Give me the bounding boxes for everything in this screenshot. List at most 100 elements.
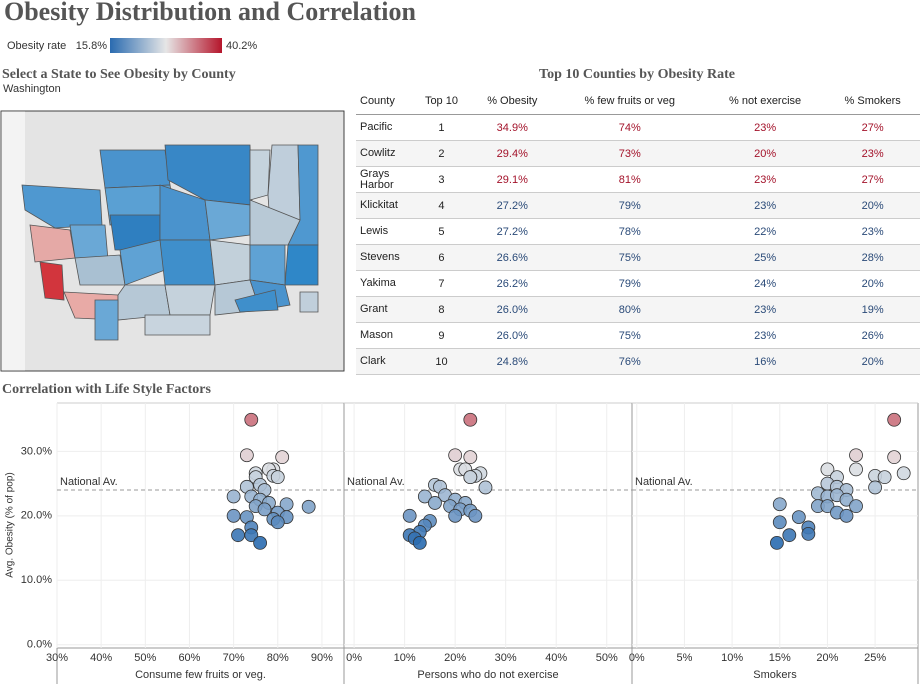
x-tick-label: 70% (223, 652, 245, 664)
county[interactable] (117, 284, 171, 321)
table-cell: Lewis (356, 218, 413, 245)
scatter-point (463, 450, 478, 465)
county[interactable] (69, 224, 109, 261)
y-tick-label: 20.0% (21, 510, 52, 522)
county[interactable] (159, 239, 216, 286)
table-cell: Mason (356, 322, 413, 349)
x-tick-label: 20% (816, 652, 838, 664)
table-cell: 23% (704, 114, 826, 141)
scatter-point (782, 528, 797, 543)
legend-title: Obesity rate (7, 40, 66, 52)
county[interactable] (94, 299, 119, 341)
scatter-point (849, 499, 863, 514)
top10-table: County Top 10% Obesity% few fruits or veg… (356, 88, 920, 375)
table-title: Top 10 Counties by Obesity Rate (539, 67, 735, 82)
scatter-point (270, 470, 285, 485)
scatter-point (226, 489, 241, 504)
county[interactable] (29, 224, 76, 263)
table-cell: 80% (554, 296, 705, 323)
scatter-point (244, 412, 259, 427)
scatter-point (270, 515, 285, 530)
column-header: Top 10 (413, 88, 470, 115)
table-header: County Top 10% Obesity% few fruits or veg… (356, 88, 920, 115)
table-cell: 76% (554, 348, 705, 375)
table-cell: 75% (554, 244, 705, 271)
scatter-point (468, 508, 483, 523)
x-tick-label: 15% (769, 652, 791, 664)
scatter-point (896, 466, 911, 481)
county[interactable] (164, 284, 216, 316)
scatter-point (463, 412, 478, 427)
scatter-point (478, 480, 493, 495)
x-axis-title: Smokers (753, 669, 797, 681)
scatter-point (402, 508, 417, 523)
column-header: % not exercise (704, 88, 826, 115)
table-row: Yakima 7 26.2% 79% 24% 20% (356, 270, 920, 297)
column-header: % Obesity (469, 88, 555, 115)
table-cell: 22% (704, 218, 826, 245)
scatter-point (448, 508, 463, 523)
reference-label: National Av. (60, 476, 118, 488)
x-tick-label: 60% (178, 652, 200, 664)
table-cell: 28% (825, 244, 920, 271)
scatter-point (868, 480, 882, 495)
table-cell: 29.4% (469, 140, 555, 167)
table-cell: 74% (554, 114, 705, 141)
county[interactable] (249, 244, 286, 286)
county[interactable] (144, 314, 211, 336)
x-tick-label: 10% (394, 652, 416, 664)
scatter-point (428, 496, 442, 510)
scatter-point (257, 502, 272, 517)
scatter-point (839, 508, 854, 523)
scatter-point (253, 536, 268, 550)
table-cell: 23% (825, 140, 920, 167)
table-cell: 27.2% (469, 218, 555, 245)
table-cell: 23% (704, 192, 826, 219)
county[interactable] (39, 261, 65, 301)
county[interactable] (249, 149, 271, 201)
table-cell: 75% (554, 322, 705, 349)
x-tick-label: 50% (134, 652, 156, 664)
table-row: Lewis 5 27.2% 78% 22% 23% (356, 218, 920, 245)
state-name: Washington (3, 83, 61, 95)
scatter-point (231, 528, 245, 543)
county[interactable] (284, 244, 319, 286)
scatter-point (820, 462, 835, 477)
table-cell: 24.8% (469, 348, 555, 375)
scatter-point (849, 448, 863, 463)
scatter-point (239, 448, 254, 463)
column-header: % few fruits or veg (554, 88, 705, 115)
county[interactable] (74, 254, 126, 286)
county[interactable] (204, 199, 251, 241)
table-cell: 8 (413, 296, 470, 323)
county[interactable] (234, 289, 279, 313)
table-cell: 4 (413, 192, 470, 219)
county[interactable] (299, 291, 319, 313)
table-cell: 20% (825, 192, 920, 219)
table-cell: 26.0% (469, 296, 555, 323)
y-axis-title: Avg. Obesity (% of pop) (5, 472, 16, 577)
table-cell: Pacific (356, 114, 413, 141)
table-cell: 27% (825, 166, 920, 193)
table-cell: 20% (825, 348, 920, 375)
column-header: % Smokers (825, 88, 920, 115)
scatter-point (820, 499, 835, 514)
scatter-point (463, 470, 478, 485)
x-tick-label: 20% (444, 652, 466, 664)
table-cell: 25% (704, 244, 826, 271)
table-cell: 23% (704, 322, 826, 349)
x-tick-label: 25% (864, 652, 886, 664)
reference-label: National Av. (635, 476, 693, 488)
x-tick-label: 0% (346, 652, 362, 664)
table-cell: 26.2% (469, 270, 555, 297)
map-frame (0, 110, 345, 372)
table-row: Stevens 6 26.6% 75% 25% 28% (356, 244, 920, 271)
table-cell: Cowlitz (356, 140, 413, 167)
scatter-point (772, 515, 787, 530)
county[interactable] (99, 149, 171, 189)
scatter-point (275, 450, 290, 465)
county[interactable] (209, 239, 251, 286)
table-row: Cowlitz 2 29.4% 73% 20% 23% (356, 140, 920, 167)
table-cell: 27.2% (469, 192, 555, 219)
table-cell: 81% (554, 166, 705, 193)
